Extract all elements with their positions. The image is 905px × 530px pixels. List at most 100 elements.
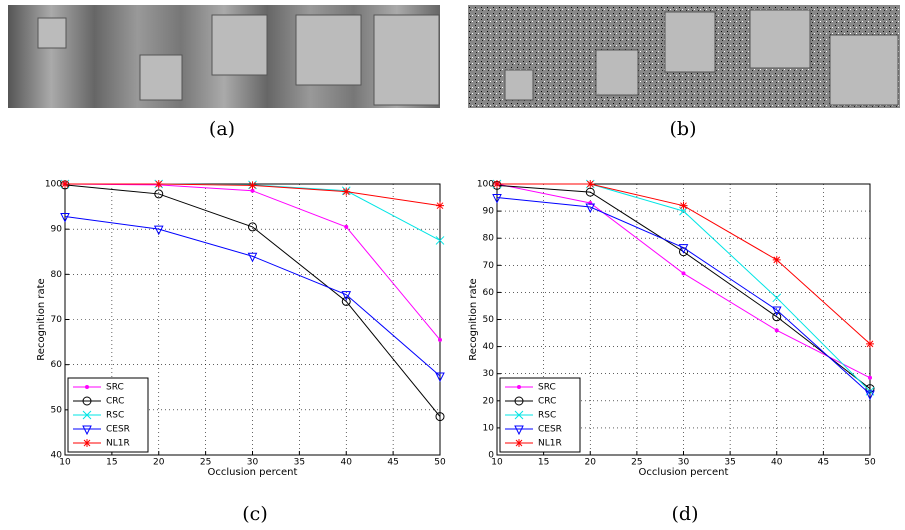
- legend-label: SRC: [538, 383, 556, 393]
- y-tick-label: 0: [488, 451, 494, 461]
- marker-x: [514, 410, 524, 420]
- legend-label: NL1R: [106, 439, 130, 449]
- x-tick-label: 45: [387, 458, 398, 468]
- marker-triangle: [865, 390, 875, 401]
- y-tick-label: 70: [51, 315, 63, 325]
- x-tick-label: 35: [294, 458, 305, 468]
- marker-star: [83, 439, 91, 447]
- x-tick-label: 25: [200, 458, 211, 468]
- marker: [681, 271, 686, 276]
- caption: (a): [209, 118, 235, 140]
- marker: [868, 375, 872, 380]
- marker: [250, 188, 255, 193]
- marker-triangle: [60, 213, 70, 223]
- marker-x: [82, 410, 92, 420]
- marker: [772, 312, 782, 322]
- x-tick-label: 35: [724, 458, 735, 468]
- x-axis-label: Occlusion percent: [639, 467, 729, 478]
- legend-label: RSC: [538, 411, 556, 421]
- marker: [771, 306, 782, 317]
- y-tick-label: 60: [483, 288, 495, 298]
- x-tick-label: 30: [247, 458, 259, 468]
- series-line: [64, 216, 441, 377]
- marker: [866, 339, 874, 348]
- marker: [585, 187, 595, 197]
- marker: [585, 203, 596, 214]
- y-axis-label: Recognition rate: [36, 278, 47, 360]
- marker: [435, 412, 445, 422]
- x-tick-label: 10: [59, 458, 71, 468]
- legend-label: SRC: [106, 383, 124, 393]
- x-tick-label: 40: [341, 458, 353, 468]
- marker-star: [154, 180, 163, 188]
- marker-triangle: [82, 425, 92, 436]
- marker-triangle: [514, 425, 524, 436]
- marker: [154, 189, 164, 199]
- marker: [774, 328, 779, 333]
- y-tick-label: 50: [483, 315, 495, 325]
- marker: [247, 252, 258, 263]
- marker-star: [436, 201, 444, 210]
- caption: (b): [670, 118, 697, 140]
- marker: [435, 236, 445, 245]
- legend: SRC CRC RSC CESR NL1R: [67, 377, 149, 453]
- marker: [85, 385, 89, 389]
- marker-star: [866, 339, 874, 348]
- legend-label: CESR: [106, 425, 130, 435]
- marker-circle: [585, 187, 595, 197]
- marker-dot: [438, 337, 442, 342]
- image-b: [468, 5, 900, 108]
- marker-circle: [248, 222, 257, 232]
- legend-label: CRC: [106, 397, 124, 407]
- marker-star: [342, 187, 351, 196]
- marker-circle: [865, 384, 875, 394]
- marker: [248, 222, 257, 232]
- x-tick-label: 30: [678, 458, 690, 468]
- marker: [865, 384, 875, 394]
- marker: [436, 201, 444, 210]
- x-tick-label: 15: [106, 458, 117, 468]
- marker: [341, 296, 351, 306]
- marker-x: [435, 236, 445, 245]
- marker-triangle: [585, 203, 596, 214]
- marker: [82, 410, 92, 420]
- marker: [344, 224, 349, 229]
- marker: [153, 225, 164, 236]
- marker-circle: [82, 396, 92, 406]
- x-axis-label: Occlusion percent: [208, 467, 298, 478]
- marker: [82, 425, 92, 436]
- marker: [678, 244, 689, 254]
- marker: [492, 194, 502, 204]
- marker-circle: [514, 396, 524, 406]
- y-tick-label: 70: [483, 261, 495, 271]
- marker: [772, 293, 782, 303]
- series-line: [496, 197, 871, 395]
- x-tick-label: 50: [864, 458, 876, 468]
- marker: [493, 180, 501, 188]
- marker-triangle: [153, 225, 164, 236]
- marker-dot: [250, 188, 255, 193]
- marker: [586, 180, 595, 188]
- marker-triangle: [492, 194, 502, 204]
- y-tick-label: 80: [483, 234, 495, 244]
- y-tick-label: 20: [483, 396, 495, 406]
- legend: SRC CRC RSC CESR NL1R: [499, 377, 581, 453]
- x-tick-label: 40: [771, 458, 783, 468]
- marker-dot: [681, 271, 686, 276]
- image-a: [8, 5, 440, 108]
- marker-triangle: [435, 372, 445, 383]
- x-tick-label: 15: [538, 458, 549, 468]
- marker-dot: [517, 385, 521, 389]
- marker: [515, 439, 523, 447]
- y-tick-label: 100: [477, 180, 494, 190]
- y-axis-label: Recognition rate: [468, 278, 479, 360]
- marker: [61, 180, 69, 188]
- marker: [517, 385, 521, 389]
- x-tick-label: 50: [434, 458, 446, 468]
- legend-label: CESR: [538, 425, 562, 435]
- marker: [154, 180, 163, 188]
- marker: [438, 337, 442, 342]
- marker: [342, 187, 351, 196]
- x-tick-label: 20: [153, 458, 165, 468]
